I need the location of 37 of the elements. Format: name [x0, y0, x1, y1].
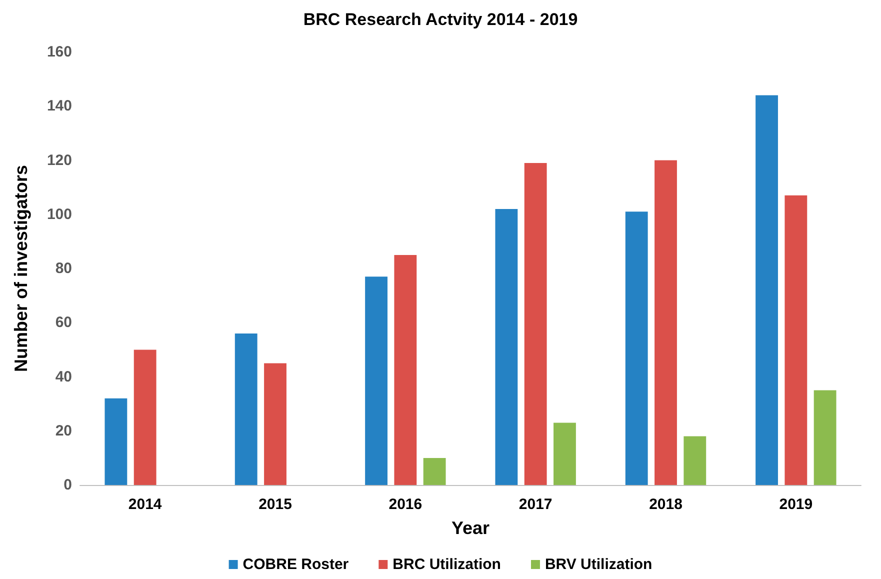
x-tick-label: 2019	[779, 496, 813, 513]
bar	[365, 276, 388, 485]
legend-label: COBRE Roster	[242, 556, 349, 573]
bar	[814, 390, 836, 485]
bar	[524, 162, 547, 485]
bar	[264, 363, 286, 485]
bar	[784, 195, 808, 485]
chart-title: BRC Research Actvity 2014 - 2019	[303, 10, 578, 29]
bar	[394, 254, 417, 485]
x-tick-label: 2016	[388, 496, 422, 513]
bar	[234, 333, 258, 485]
y-tick-label: 120	[46, 152, 72, 169]
bar	[684, 436, 706, 485]
bar	[134, 350, 156, 485]
y-tick-label: 160	[46, 44, 72, 60]
bar	[625, 212, 648, 485]
y-axis-title: Number of investigators	[11, 164, 31, 372]
y-tick-label: 140	[46, 98, 72, 115]
bar	[756, 95, 778, 485]
legend-label: BRV Utilization	[544, 556, 652, 573]
bar	[654, 160, 677, 485]
y-tick-label: 80	[55, 260, 72, 277]
x-tick-label: 2018	[649, 496, 682, 513]
y-tick-label: 0	[64, 476, 72, 494]
y-tick-label: 40	[55, 368, 72, 386]
x-tick-label: 2015	[258, 496, 292, 513]
bar	[495, 208, 518, 485]
y-tick-label: 20	[55, 422, 72, 440]
y-tick-label: 60	[55, 314, 72, 332]
x-tick-label: 2014	[128, 496, 162, 513]
x-tick-label: 2017	[518, 496, 552, 513]
x-axis-title: Year	[451, 518, 490, 538]
y-tick-label: 100	[46, 206, 72, 223]
legend-label: BRC Utilization	[392, 556, 501, 573]
bar	[423, 458, 446, 485]
bar	[554, 422, 576, 485]
bar	[104, 398, 128, 485]
